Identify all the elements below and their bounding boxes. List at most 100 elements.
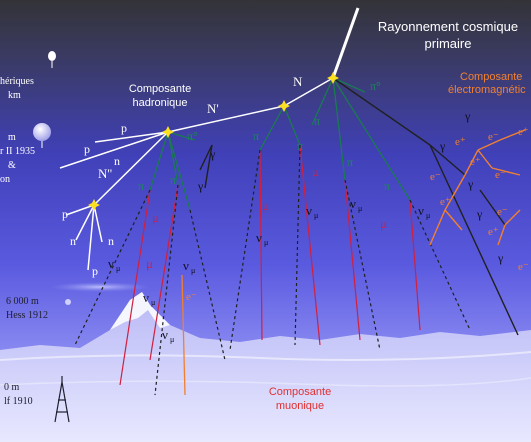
svg-text:ν: ν xyxy=(350,196,356,211)
label-pi-2: π xyxy=(253,129,259,143)
label-p-1: p xyxy=(121,121,127,135)
label-mu-4: μ xyxy=(312,164,319,179)
label-e-5: e⁺ xyxy=(518,126,529,138)
label-gamma-3: γ xyxy=(439,139,446,153)
label-e-9: e⁺ xyxy=(488,226,499,238)
label-pi-3: π xyxy=(297,139,303,153)
label-e-8: e⁻ xyxy=(497,206,508,218)
label-gamma-6: γ xyxy=(497,251,504,265)
vertex-star-4 xyxy=(88,199,100,211)
label-gamma-7: γ xyxy=(464,109,471,123)
label-N-double: N'' xyxy=(98,166,112,181)
svg-text:μ: μ xyxy=(264,238,268,247)
vertex-star-1 xyxy=(327,72,339,84)
note-balloon-mid-3: & xyxy=(8,160,16,171)
label-e-7: e⁺ xyxy=(440,196,451,208)
title-block: Rayonnement cosmique primaire xyxy=(378,19,518,51)
em-cascade xyxy=(199,77,526,336)
label-gamma-4: γ xyxy=(467,177,474,191)
note-balloon-top-1: hériques xyxy=(0,76,34,87)
label-p-3: p xyxy=(62,207,68,221)
label-gamma-5: γ xyxy=(476,207,483,221)
svg-text:ν: ν xyxy=(183,258,189,273)
svg-text:ν: ν xyxy=(306,203,312,218)
label-pi0-2: π° xyxy=(187,129,198,143)
svg-text:μ: μ xyxy=(426,211,430,220)
balloon-icon xyxy=(48,51,56,68)
label-gamma-2: γ xyxy=(197,179,204,193)
title-line1: Rayonnement cosmique xyxy=(378,19,518,34)
electron-labels: e⁻ e⁺ e⁺ e⁻ e⁺ e⁻ e⁺ e⁻ e⁺ e⁻ e⁻ xyxy=(186,126,529,303)
label-mu-3: μ xyxy=(262,198,269,213)
vertex-star-3 xyxy=(162,126,174,138)
label-e-4: e⁻ xyxy=(430,171,441,183)
muonic-label-line2: muonique xyxy=(276,400,324,412)
label-e-3: e⁺ xyxy=(455,136,466,148)
ground-terrain xyxy=(0,292,531,442)
mountain-snow xyxy=(110,292,170,330)
note-balloon-mid-4: on xyxy=(0,174,10,185)
label-pi0-1: π° xyxy=(370,79,381,93)
note-eiffel-1: 0 m xyxy=(4,382,20,393)
svg-text:μ: μ xyxy=(151,298,155,307)
gamma-labels: γ γ γ γ γ γ γ xyxy=(197,109,504,265)
balloon-small-icon xyxy=(65,299,71,305)
muon-lines xyxy=(119,144,421,386)
interaction-vertices xyxy=(88,72,339,211)
label-gamma-1: γ xyxy=(209,147,216,161)
primary-ray-line xyxy=(331,7,360,79)
ground-notes: 6 000 m Hess 1912 0 m lf 1910 xyxy=(4,296,48,407)
hadronic-label-line2: hadronique xyxy=(132,97,187,109)
svg-text:μ: μ xyxy=(358,204,362,213)
svg-text:μ: μ xyxy=(191,266,195,275)
electron-decay-line xyxy=(181,274,186,396)
label-e-11: e⁻ xyxy=(186,291,197,303)
label-pi-5: π xyxy=(170,173,176,187)
svg-text:μ: μ xyxy=(314,211,318,220)
label-pi-7: π xyxy=(384,179,390,193)
svg-text:ν: ν xyxy=(162,327,168,342)
label-e-2: e⁺ xyxy=(470,156,481,168)
label-mu-1: μ xyxy=(152,210,159,225)
muonic-label-line1: Composante xyxy=(269,386,331,398)
label-pi-6: π xyxy=(347,155,353,169)
label-pi-4: π xyxy=(138,179,144,193)
pion-labels: π° π π π π° π π π π xyxy=(138,79,390,193)
note-balloon-mid-1: m xyxy=(8,132,16,143)
label-n-3: n xyxy=(108,234,114,248)
cloud xyxy=(50,282,150,292)
svg-text:μ: μ xyxy=(116,264,120,273)
svg-text:ν: ν xyxy=(256,230,262,245)
hadron-labels: N N' N'' p p n p n n p xyxy=(62,74,303,278)
label-p-4: p xyxy=(92,264,98,278)
label-e-10: e⁻ xyxy=(518,261,529,273)
label-mu-2: μ xyxy=(146,256,153,271)
muon-labels: μ μ μ μ μ xyxy=(146,164,387,271)
title-line2: primaire xyxy=(425,36,472,51)
note-balloon-mid-2: r II 1935 xyxy=(0,146,35,157)
svg-text:ν: ν xyxy=(143,290,149,305)
svg-text:μ: μ xyxy=(170,335,174,344)
ground-ridge-2 xyxy=(0,377,531,387)
note-eiffel-2: lf 1910 xyxy=(4,396,33,407)
em-label-line2: électromagnétic xyxy=(448,84,526,96)
label-N-prime: N' xyxy=(207,101,219,116)
label-pi-1: π xyxy=(314,114,320,128)
label-e-1: e⁻ xyxy=(488,131,499,143)
balloon-large-icon xyxy=(33,123,51,148)
eiffel-tower-icon xyxy=(54,376,70,423)
pion-lines xyxy=(149,77,411,211)
note-hess-1: 6 000 m xyxy=(6,296,39,307)
hadronic-label-line1: Composante xyxy=(129,83,191,95)
em-label-line1: Composante xyxy=(460,71,522,83)
svg-text:ν: ν xyxy=(108,256,114,271)
note-balloon-top-2: km xyxy=(8,90,21,101)
